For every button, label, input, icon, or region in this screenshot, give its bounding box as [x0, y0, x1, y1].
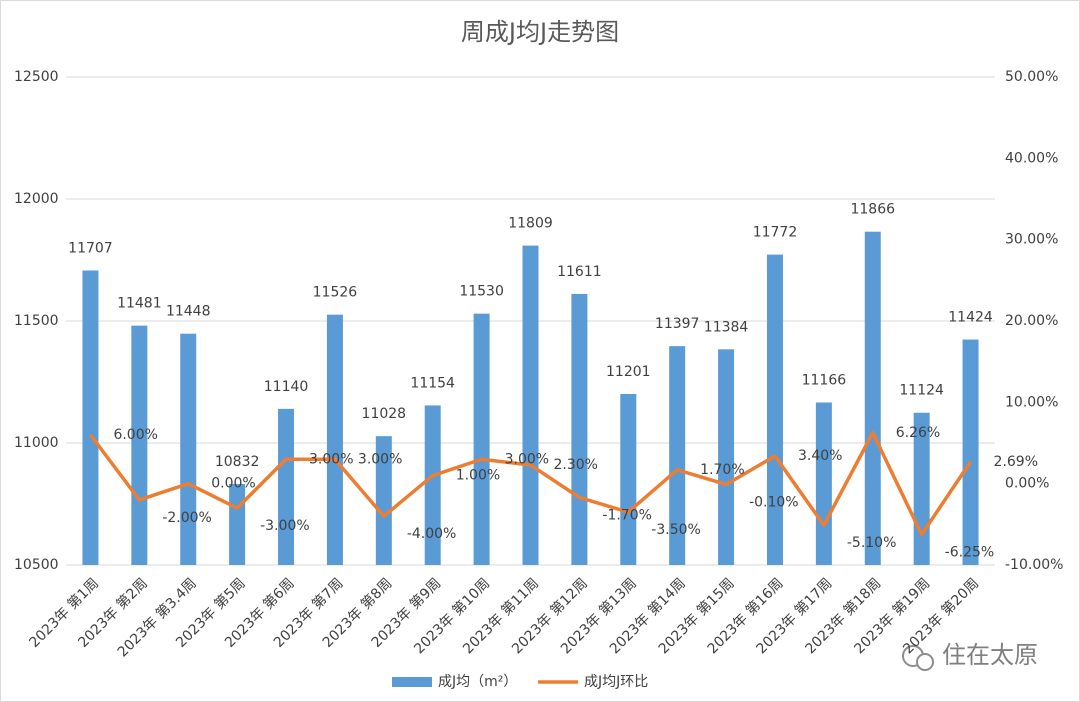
- y-tick-label: 12500: [14, 69, 59, 85]
- line-value-label: 2.30%: [554, 457, 598, 473]
- y2-tick-label: 40.00%: [1005, 150, 1058, 166]
- y2-tick-label: -10.00%: [1005, 557, 1063, 573]
- line-value-label: -1.70%: [602, 507, 652, 523]
- bar-value-label: 11809: [508, 216, 553, 232]
- line-value-label: 3.00%: [505, 451, 549, 467]
- legend-swatch: [392, 677, 432, 687]
- line-value-label: -6.25%: [945, 545, 995, 561]
- y2-tick-label: 20.00%: [1005, 313, 1058, 329]
- line-value-label: 6.00%: [113, 427, 157, 443]
- line-value-label: -0.10%: [749, 494, 799, 510]
- bar: [326, 314, 343, 565]
- bar: [815, 402, 832, 565]
- y-tick-label: 11000: [14, 435, 59, 451]
- y2-tick-label: 50.00%: [1005, 69, 1058, 85]
- y-tick-label: 11500: [14, 313, 59, 329]
- line-value-label: 6.26%: [896, 425, 940, 441]
- line-value-label: 3.40%: [798, 448, 842, 464]
- bar-value-label: 11124: [899, 383, 944, 399]
- bar-value-label: 11397: [655, 316, 700, 332]
- bar: [229, 483, 246, 565]
- bar-value-label: 11201: [606, 364, 651, 380]
- bar-value-label: 10832: [215, 454, 260, 470]
- line-value-label: -4.00%: [407, 526, 457, 542]
- line-value-label: -3.00%: [260, 518, 310, 534]
- bar: [131, 325, 148, 565]
- line: [89, 431, 973, 537]
- bar-value-label: 11154: [410, 375, 455, 391]
- line-value-label: 3.00%: [358, 451, 402, 467]
- bar: [522, 245, 539, 565]
- bar: [180, 333, 197, 565]
- bar-value-label: 11772: [753, 225, 798, 241]
- bar-value-label: 11140: [264, 379, 309, 395]
- watermark-icon: [902, 645, 934, 671]
- chart-title: 周成J均J走势图: [461, 18, 619, 46]
- bar: [718, 349, 735, 565]
- y-tick-label: 12000: [14, 191, 59, 207]
- bar: [864, 231, 881, 566]
- bar-value-label: 11424: [948, 310, 993, 326]
- bar-value-label: 11707: [68, 240, 113, 256]
- bar: [669, 346, 686, 565]
- bar-value-label: 11166: [802, 372, 847, 388]
- line-value-label: -3.50%: [651, 522, 701, 538]
- legend-label: 成J均（m²）: [438, 674, 517, 690]
- y2-tick-label: 30.00%: [1005, 232, 1058, 248]
- bar: [424, 405, 441, 565]
- bar-value-label: 11526: [313, 285, 358, 301]
- y-tick-label: 10500: [14, 557, 59, 573]
- bar: [473, 313, 490, 565]
- bar: [82, 270, 99, 565]
- line-value-label: 3.00%: [309, 451, 353, 467]
- line-value-label: 1.70%: [700, 462, 744, 478]
- bar: [766, 254, 783, 565]
- line-value-label: -2.00%: [162, 510, 212, 526]
- y2-tick-label: 0.00%: [1005, 476, 1049, 492]
- line-value-label: 1.00%: [456, 468, 500, 484]
- bar: [278, 408, 295, 565]
- bar-value-label: 11481: [117, 296, 162, 312]
- line-value-label: 2.69%: [994, 454, 1038, 470]
- watermark: 住在太原: [942, 641, 1038, 669]
- bar-value-label: 11448: [166, 304, 211, 320]
- bar-value-label: 11611: [557, 264, 602, 280]
- line-value-label: 0.00%: [211, 476, 255, 492]
- bar-value-label: 11028: [362, 406, 407, 422]
- bar: [571, 293, 588, 565]
- line-value-label: -5.10%: [847, 535, 897, 551]
- bar-value-label: 11866: [850, 202, 895, 218]
- bar-value-label: 11384: [704, 319, 749, 335]
- bar-value-label: 11530: [459, 284, 504, 300]
- bar: [962, 339, 979, 565]
- legend-label: 成J均J环比: [584, 674, 648, 690]
- y2-tick-label: 10.00%: [1005, 394, 1058, 410]
- bar: [620, 393, 637, 565]
- bar: [375, 436, 392, 565]
